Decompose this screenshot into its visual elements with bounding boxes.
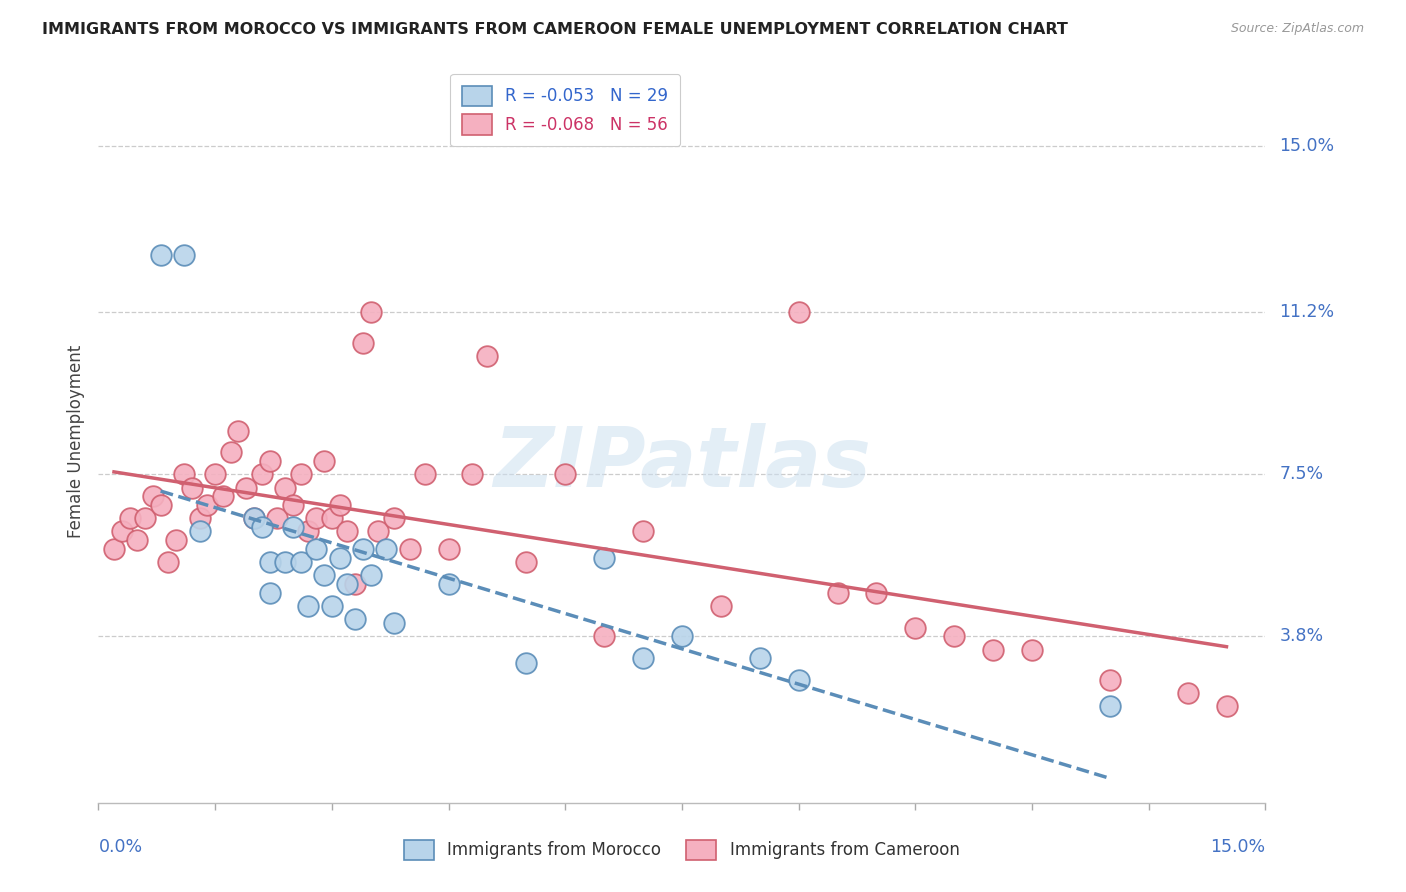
- Point: [360, 568, 382, 582]
- Point: [321, 599, 343, 613]
- Point: [127, 533, 149, 547]
- Point: [274, 481, 297, 495]
- Text: 15.0%: 15.0%: [1211, 838, 1265, 855]
- Point: [631, 524, 654, 539]
- Point: [259, 454, 281, 468]
- Point: [250, 467, 273, 482]
- Point: [827, 585, 849, 599]
- Point: [1215, 699, 1237, 714]
- Point: [305, 511, 328, 525]
- Point: [515, 555, 537, 569]
- Point: [188, 511, 211, 525]
- Point: [228, 424, 250, 438]
- Point: [243, 511, 266, 525]
- Point: [111, 524, 134, 539]
- Point: [329, 550, 352, 565]
- Point: [290, 555, 312, 569]
- Text: 15.0%: 15.0%: [1279, 137, 1334, 155]
- Point: [375, 541, 398, 556]
- Point: [266, 511, 288, 525]
- Point: [1098, 699, 1121, 714]
- Point: [710, 599, 733, 613]
- Point: [382, 511, 405, 525]
- Point: [904, 621, 927, 635]
- Text: 7.5%: 7.5%: [1279, 466, 1323, 483]
- Point: [1098, 673, 1121, 688]
- Point: [344, 577, 367, 591]
- Point: [219, 445, 242, 459]
- Point: [204, 467, 226, 482]
- Point: [352, 541, 374, 556]
- Point: [188, 524, 211, 539]
- Point: [305, 541, 328, 556]
- Point: [173, 467, 195, 482]
- Point: [180, 481, 202, 495]
- Point: [281, 498, 304, 512]
- Point: [165, 533, 187, 547]
- Point: [367, 524, 389, 539]
- Point: [195, 498, 218, 512]
- Point: [157, 555, 180, 569]
- Point: [593, 629, 616, 643]
- Point: [413, 467, 436, 482]
- Point: [297, 524, 319, 539]
- Point: [671, 629, 693, 643]
- Point: [259, 555, 281, 569]
- Point: [312, 454, 335, 468]
- Point: [865, 585, 887, 599]
- Point: [243, 511, 266, 525]
- Point: [1021, 642, 1043, 657]
- Point: [321, 511, 343, 525]
- Point: [212, 489, 235, 503]
- Point: [943, 629, 966, 643]
- Point: [554, 467, 576, 482]
- Point: [787, 305, 810, 319]
- Point: [981, 642, 1004, 657]
- Point: [344, 612, 367, 626]
- Point: [329, 498, 352, 512]
- Point: [281, 520, 304, 534]
- Point: [382, 616, 405, 631]
- Point: [360, 305, 382, 319]
- Point: [149, 248, 172, 262]
- Text: 3.8%: 3.8%: [1279, 627, 1323, 646]
- Point: [631, 651, 654, 665]
- Point: [312, 568, 335, 582]
- Point: [336, 524, 359, 539]
- Point: [142, 489, 165, 503]
- Point: [250, 520, 273, 534]
- Text: ZIPatlas: ZIPatlas: [494, 423, 870, 504]
- Point: [173, 248, 195, 262]
- Point: [235, 481, 257, 495]
- Point: [437, 541, 460, 556]
- Point: [149, 498, 172, 512]
- Point: [748, 651, 770, 665]
- Point: [515, 656, 537, 670]
- Point: [1177, 686, 1199, 700]
- Point: [461, 467, 484, 482]
- Point: [118, 511, 141, 525]
- Legend: Immigrants from Morocco, Immigrants from Cameroon: Immigrants from Morocco, Immigrants from…: [398, 833, 966, 867]
- Point: [787, 673, 810, 688]
- Text: IMMIGRANTS FROM MOROCCO VS IMMIGRANTS FROM CAMEROON FEMALE UNEMPLOYMENT CORRELAT: IMMIGRANTS FROM MOROCCO VS IMMIGRANTS FR…: [42, 22, 1069, 37]
- Point: [398, 541, 420, 556]
- Point: [259, 585, 281, 599]
- Text: 11.2%: 11.2%: [1279, 303, 1334, 321]
- Point: [477, 349, 499, 363]
- Text: Source: ZipAtlas.com: Source: ZipAtlas.com: [1230, 22, 1364, 36]
- Point: [134, 511, 156, 525]
- Text: 0.0%: 0.0%: [98, 838, 142, 855]
- Y-axis label: Female Unemployment: Female Unemployment: [66, 345, 84, 538]
- Point: [297, 599, 319, 613]
- Point: [593, 550, 616, 565]
- Point: [274, 555, 297, 569]
- Point: [103, 541, 125, 556]
- Point: [336, 577, 359, 591]
- Point: [290, 467, 312, 482]
- Point: [437, 577, 460, 591]
- Point: [352, 336, 374, 351]
